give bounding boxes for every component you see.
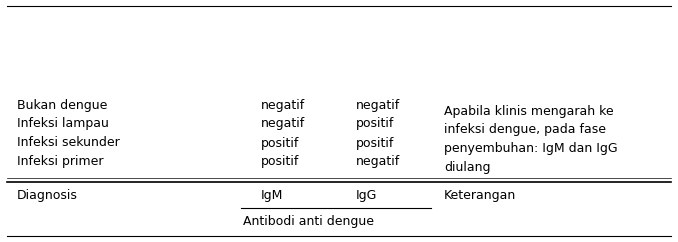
Text: positif: positif (356, 136, 395, 150)
Text: positif: positif (261, 156, 300, 168)
Text: positif: positif (356, 118, 395, 130)
Text: Infeksi primer: Infeksi primer (17, 156, 104, 168)
Text: Infeksi sekunder: Infeksi sekunder (17, 136, 120, 150)
Text: Infeksi lampau: Infeksi lampau (17, 118, 109, 130)
Text: Antibodi anti dengue: Antibodi anti dengue (243, 215, 374, 228)
Text: Apabila klinis mengarah ke
infeksi dengue, pada fase
penyembuhan: IgM dan IgG
di: Apabila klinis mengarah ke infeksi dengu… (444, 105, 618, 174)
Text: positif: positif (261, 136, 300, 150)
Text: negatif: negatif (356, 98, 400, 112)
Text: IgG: IgG (356, 189, 378, 203)
Text: Bukan dengue: Bukan dengue (17, 98, 107, 112)
Text: negatif: negatif (356, 156, 400, 168)
Text: negatif: negatif (261, 98, 305, 112)
Text: Keterangan: Keterangan (444, 189, 517, 203)
Text: negatif: negatif (261, 118, 305, 130)
Text: Diagnosis: Diagnosis (17, 189, 78, 203)
Text: IgM: IgM (261, 189, 283, 203)
